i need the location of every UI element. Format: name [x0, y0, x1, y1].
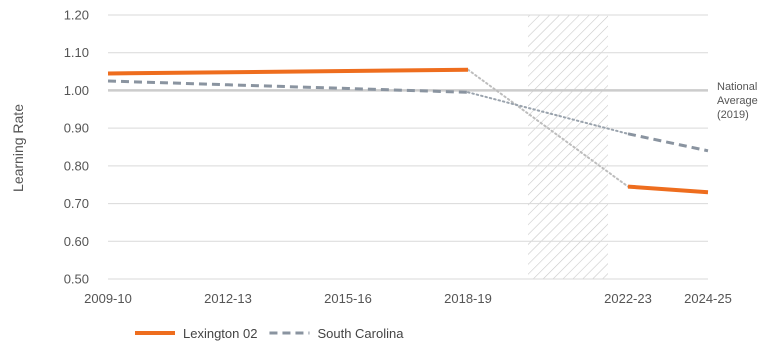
series-south-carolina-bridge [467, 91, 629, 135]
reference-line-label: National Average (2019) [717, 81, 758, 121]
y-tick-label-3: 0.80 [64, 158, 89, 173]
series-south-carolina-segment-0 [107, 79, 469, 94]
y-tick-label-2: 0.70 [64, 196, 89, 211]
x-tick-label-2: 2015-16 [324, 291, 372, 306]
y-tick-label-5: 1.00 [64, 83, 89, 98]
y-tick-label-1: 0.60 [64, 234, 89, 249]
series-lexington-02-bridge [467, 68, 629, 188]
y-axis-label: Learning Rate [10, 104, 26, 192]
series-lexington-02-segment-1 [627, 184, 709, 195]
legend-label-lexington-02: Lexington 02 [183, 326, 257, 341]
x-tick-label-3: 2018-19 [444, 291, 492, 306]
x-tick-label-5: 2024-25 [684, 291, 732, 306]
legend-label-south-carolina: South Carolina [317, 326, 404, 341]
x-tick-label-1: 2012-13 [204, 291, 252, 306]
series-lexington-02-segment-0 [107, 67, 469, 76]
y-tick-label-7: 1.20 [64, 8, 89, 23]
gap-period-hatch [528, 15, 608, 279]
x-tick-label-0: 2009-10 [84, 291, 132, 306]
y-tick-label-0: 0.50 [64, 272, 89, 287]
x-tick-label-4: 2022-23 [604, 291, 652, 306]
series-south-carolina-segment-1 [627, 132, 709, 153]
y-tick-label-4: 0.90 [64, 121, 89, 136]
y-tick-label-6: 1.10 [64, 45, 89, 60]
